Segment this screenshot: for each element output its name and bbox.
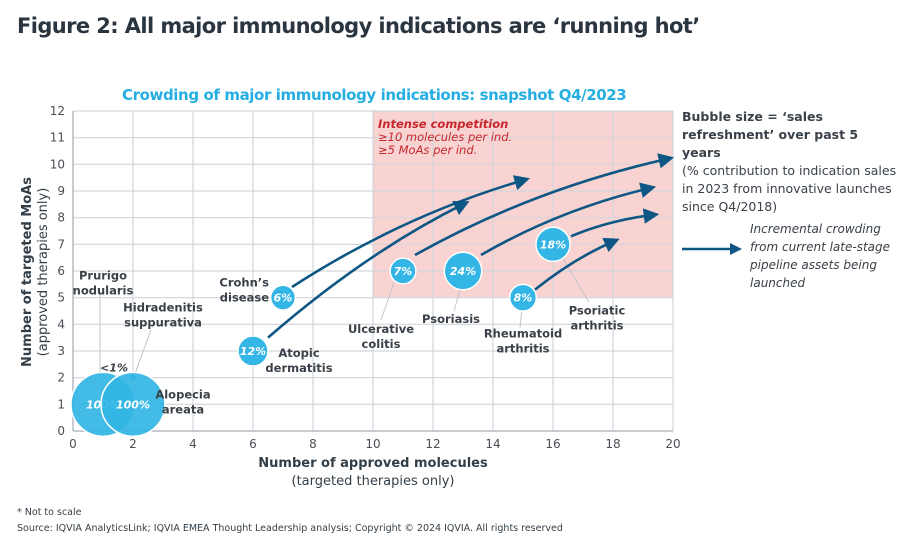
y-tick-label: 9 <box>57 184 65 198</box>
pipeline-arrow <box>570 208 660 238</box>
y-tick-label: 2 <box>57 371 65 385</box>
x-tick-label: 18 <box>605 437 620 451</box>
indication-label: Ulcerative <box>348 322 414 336</box>
indication-label: Hidradenitis <box>123 301 203 315</box>
indication-label: Atopic <box>278 346 319 360</box>
bubble-value-label: 24% <box>450 265 476 278</box>
pipeline-arrow <box>267 201 470 339</box>
indication-label: dermatitis <box>265 361 332 375</box>
x-tick-label: 14 <box>485 437 500 451</box>
x-tick-label: 2 <box>129 437 137 451</box>
y-tick-label: 10 <box>50 157 65 171</box>
pipeline-arrow <box>414 153 675 257</box>
bubble-value-label: 12% <box>240 345 266 358</box>
bubble-value-label: <1% <box>100 362 128 375</box>
indication-label: arthritis <box>570 318 623 332</box>
x-tick-label: 4 <box>189 437 197 451</box>
bubble-value-label: 18% <box>540 238 566 251</box>
figure-title: Figure 2: All major immunology indicatio… <box>17 14 700 38</box>
indication-label: disease <box>220 291 269 305</box>
y-tick-label: 0 <box>57 424 65 438</box>
indication-label: areata <box>162 402 204 416</box>
chart-title: Crowding of major immunology indications… <box>122 86 627 104</box>
x-axis-subtitle: (targeted therapies only) <box>292 474 455 489</box>
pipeline-arrow <box>480 182 657 257</box>
footnote: * Not to scale <box>17 507 82 518</box>
indication-label: Psoriasis <box>422 312 480 326</box>
y-tick-label: 1 <box>57 397 65 411</box>
bubble <box>535 226 571 263</box>
indication-label: Alopecia <box>155 387 210 401</box>
y-tick-label: 4 <box>57 317 65 331</box>
leader-line <box>134 329 152 374</box>
bubble-value-label: 6% <box>274 292 293 305</box>
indication-label: Psoriatic <box>569 303 626 317</box>
bubble-value-label: 7% <box>394 265 413 278</box>
y-tick-label: 3 <box>57 344 65 358</box>
indication-label: colitis <box>362 337 401 351</box>
pipeline-arrow-legend-icon <box>682 243 742 255</box>
leader-line <box>380 279 396 321</box>
y-tick-label: 6 <box>57 264 65 278</box>
bubble <box>508 283 538 312</box>
indication-label: Rheumatoid <box>484 327 562 341</box>
y-axis-subtitle: (approved therapies only) <box>36 188 51 357</box>
indication-label: suppurativa <box>124 316 202 330</box>
x-tick-label: 6 <box>249 437 257 451</box>
y-axis-title: Number of targeted MoAs <box>20 177 35 367</box>
x-tick-label: 0 <box>69 437 77 451</box>
x-axis-title: Number of approved molecules <box>258 456 488 471</box>
x-tick-label: 20 <box>665 437 680 451</box>
indication-label: nodularis <box>73 283 134 297</box>
bubble-value-label: 8% <box>514 292 533 305</box>
zone-criterion-molecules: ≥10 molecules per ind. <box>378 130 512 144</box>
pipeline-arrow <box>534 237 620 291</box>
bubble-size-legend-title: Bubble size = ‘sales refreshment’ over p… <box>682 109 859 160</box>
x-tick-label: 16 <box>545 437 560 451</box>
zone-label: Intense competition <box>378 117 508 131</box>
y-tick-label: 5 <box>57 291 65 305</box>
leader-line <box>453 289 461 312</box>
bubble <box>130 374 136 381</box>
y-tick-label: 8 <box>57 211 65 225</box>
indication-label: Prurigo <box>79 268 127 282</box>
x-tick-label: 10 <box>365 437 380 451</box>
pipeline-arrow-legend-text: Incremental crowding from current late-s… <box>750 222 890 290</box>
zone-criterion-moas: ≥5 MoAs per ind. <box>378 143 477 157</box>
source-note: Source: IQVIA AnalyticsLink; IQVIA EMEA … <box>17 523 563 534</box>
y-tick-label: 7 <box>57 237 65 251</box>
bubble <box>443 251 483 291</box>
bubble <box>237 335 269 367</box>
bubble-size-legend-desc: (% contribution to indication sales in 2… <box>682 163 897 214</box>
indication-label: arthritis <box>496 342 549 356</box>
indication-label: Crohn’s <box>219 276 269 290</box>
bubble <box>100 371 166 438</box>
y-tick-label: 12 <box>50 104 65 118</box>
bubble-value-label: 100% <box>116 398 150 411</box>
pipeline-arrow <box>291 175 530 289</box>
bubble <box>389 257 417 285</box>
bubble-size-legend: Bubble size = ‘sales refreshment’ over p… <box>682 108 897 216</box>
x-tick-label: 12 <box>425 437 440 451</box>
x-tick-label: 8 <box>309 437 317 451</box>
bubble <box>269 284 297 311</box>
y-tick-label: 11 <box>50 131 65 145</box>
